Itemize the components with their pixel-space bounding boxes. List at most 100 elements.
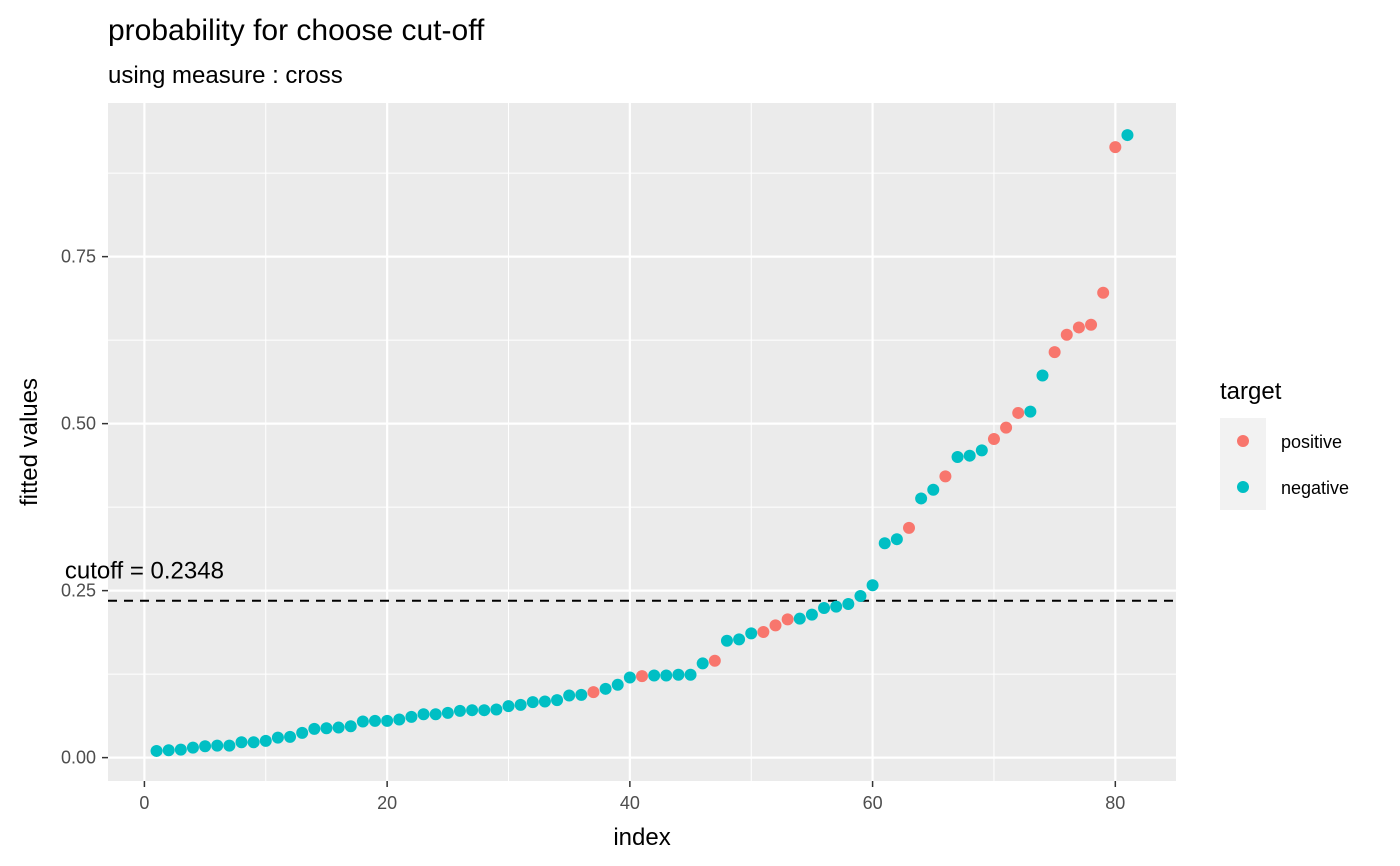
y-tick-label: 0.00 xyxy=(61,748,96,768)
data-point-negative xyxy=(1121,129,1134,142)
cutoff-annotation: cutoff = 0.2348 xyxy=(65,558,224,585)
data-point-negative xyxy=(381,714,394,727)
data-point-positive xyxy=(903,521,915,534)
legend-key-negative xyxy=(1237,481,1249,493)
data-points xyxy=(150,129,1134,757)
data-point-negative xyxy=(271,731,284,744)
data-point-positive xyxy=(757,626,770,639)
data-point-negative xyxy=(660,669,673,682)
data-point-positive xyxy=(987,432,1000,445)
data-point-positive xyxy=(1097,286,1110,299)
x-tick-label: 60 xyxy=(863,793,883,813)
data-point-negative xyxy=(150,744,163,757)
data-point-negative xyxy=(186,741,199,754)
y-tick-label: 0.25 xyxy=(61,581,96,601)
data-point-negative xyxy=(490,703,503,716)
data-point-negative xyxy=(441,706,454,719)
data-point-negative xyxy=(818,601,831,614)
data-point-negative xyxy=(551,694,564,707)
data-point-negative xyxy=(733,633,746,646)
data-point-negative xyxy=(502,700,515,713)
data-point-negative xyxy=(284,730,297,743)
data-point-negative xyxy=(429,708,442,721)
legend-title: target xyxy=(1220,378,1282,405)
data-point-negative xyxy=(684,668,697,681)
x-tick-label: 0 xyxy=(139,793,149,813)
data-point-negative xyxy=(1036,369,1049,382)
data-point-negative xyxy=(611,678,624,691)
data-point-negative xyxy=(648,669,661,682)
data-point-negative xyxy=(514,698,527,711)
data-point-negative xyxy=(830,600,843,613)
data-point-negative xyxy=(199,740,212,753)
data-point-negative xyxy=(259,734,272,747)
y-axis-ticks: 0.00 0.25 0.50 0.75 xyxy=(61,247,108,768)
data-point-positive xyxy=(1072,321,1085,334)
data-point-negative xyxy=(963,449,976,462)
data-point-negative xyxy=(805,608,818,621)
data-point-positive xyxy=(1000,421,1013,434)
data-point-negative xyxy=(332,721,345,734)
data-point-negative xyxy=(842,597,855,610)
data-point-positive xyxy=(939,470,952,483)
data-point-negative xyxy=(211,739,224,752)
data-point-positive xyxy=(587,686,600,699)
data-point-positive xyxy=(1085,318,1098,331)
data-point-positive xyxy=(1048,346,1061,359)
x-tick-label: 80 xyxy=(1105,793,1125,813)
data-point-negative xyxy=(296,726,309,739)
data-point-negative xyxy=(915,492,928,505)
data-point-positive xyxy=(1060,328,1073,341)
data-point-negative xyxy=(393,713,406,726)
data-point-positive xyxy=(636,670,648,683)
data-point-negative xyxy=(162,744,175,757)
data-point-negative xyxy=(320,722,333,735)
y-axis-label: fitted values xyxy=(16,378,43,506)
data-point-negative xyxy=(247,736,260,749)
data-point-negative xyxy=(878,537,891,550)
data-point-negative xyxy=(745,627,758,640)
data-point-negative xyxy=(866,579,879,592)
data-point-negative xyxy=(308,722,321,735)
data-point-negative xyxy=(696,657,709,670)
data-point-negative xyxy=(417,708,430,721)
data-point-negative xyxy=(466,704,479,717)
legend-label-positive: positive xyxy=(1281,432,1342,452)
data-point-negative xyxy=(356,715,369,728)
chart-title: probability for choose cut-off xyxy=(108,14,485,47)
data-point-negative xyxy=(951,451,964,464)
data-point-positive xyxy=(708,654,721,667)
legend-key-positive xyxy=(1237,435,1249,447)
data-point-negative xyxy=(720,634,733,647)
y-tick-label: 0.50 xyxy=(61,414,96,434)
major-gridlines xyxy=(108,103,1176,781)
x-axis-label: index xyxy=(613,824,670,851)
x-tick-label: 20 xyxy=(377,793,397,813)
data-point-negative xyxy=(174,743,187,756)
data-point-negative xyxy=(623,671,636,684)
x-tick-label: 40 xyxy=(620,793,640,813)
legend-key-background xyxy=(1220,418,1266,510)
data-point-negative xyxy=(975,444,988,457)
data-point-negative xyxy=(405,710,418,723)
data-point-negative xyxy=(223,739,236,752)
data-point-negative xyxy=(526,696,539,709)
data-point-positive xyxy=(769,619,782,632)
data-point-negative xyxy=(599,682,612,695)
data-point-positive xyxy=(781,613,794,626)
y-tick-label: 0.75 xyxy=(61,247,96,267)
data-point-positive xyxy=(1109,141,1122,154)
data-point-negative xyxy=(927,483,940,496)
data-point-negative xyxy=(369,714,381,727)
data-point-negative xyxy=(672,668,685,681)
data-point-negative xyxy=(453,704,466,717)
minor-gridlines xyxy=(108,103,1176,781)
legend: target positive negative xyxy=(1220,378,1349,510)
data-point-negative xyxy=(793,612,806,625)
data-point-negative xyxy=(854,589,867,602)
data-point-negative xyxy=(575,688,588,701)
chart-subtitle: using measure : cross xyxy=(108,62,343,89)
legend-label-negative: negative xyxy=(1281,478,1349,498)
x-axis-ticks: 0 20 40 60 80 xyxy=(139,781,1125,813)
